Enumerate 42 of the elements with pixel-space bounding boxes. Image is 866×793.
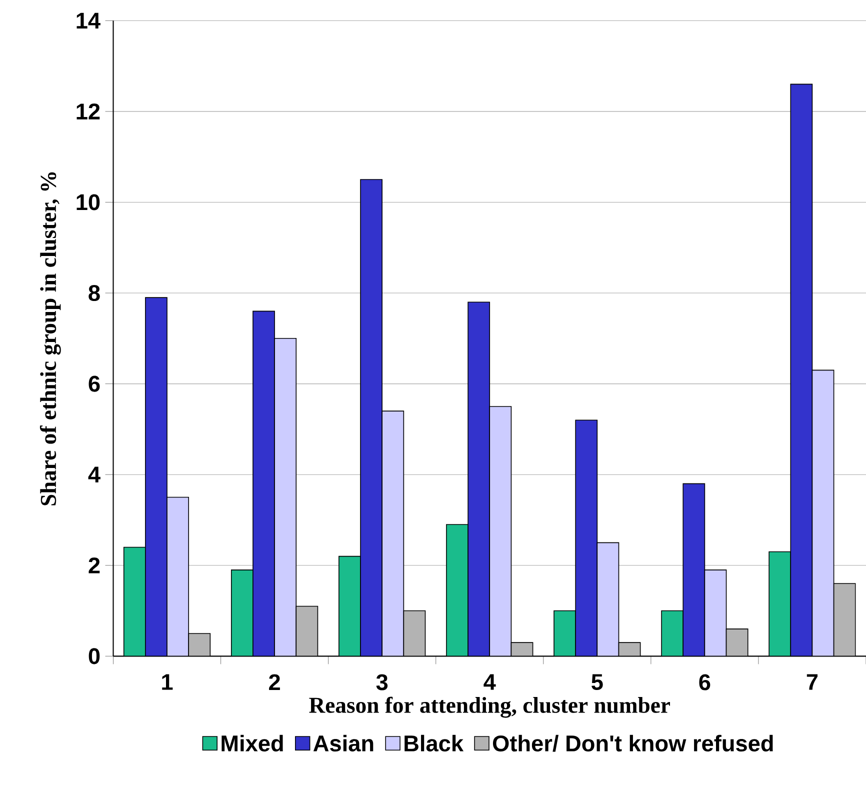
x-tick-label: 5 — [592, 674, 603, 690]
x-tick-label: 1 — [162, 674, 173, 690]
bar — [296, 606, 318, 656]
bar — [812, 370, 834, 656]
legend-label: Asian — [313, 734, 374, 752]
bar — [554, 610, 576, 656]
x-tick-label: 3 — [376, 674, 388, 690]
bar — [511, 642, 533, 656]
bar — [618, 642, 640, 656]
bar — [123, 546, 146, 656]
bar — [489, 406, 512, 656]
x-tick-label: 6 — [699, 674, 710, 690]
legend-label: Mixed — [222, 734, 283, 752]
y-axis-title: Share of ethnic group in cluster, % — [40, 172, 61, 506]
bar — [230, 569, 254, 656]
y-tick-label: 8 — [88, 284, 100, 301]
y-tick-label: 10 — [76, 194, 100, 210]
bar — [768, 551, 792, 656]
bar — [338, 556, 361, 656]
y-tick-label: 6 — [88, 376, 100, 392]
bar — [726, 628, 748, 656]
bar — [833, 582, 856, 656]
y-tick-label: 2 — [88, 557, 100, 574]
x-axis-title: Reason for attending, cluster number — [309, 696, 670, 718]
legend-label: Other/ Don't know refused — [492, 734, 773, 752]
legend-label: Black — [404, 734, 464, 752]
y-tick-label: 12 — [76, 103, 100, 120]
bar — [274, 338, 297, 656]
bar — [166, 496, 189, 656]
bar — [382, 410, 404, 656]
bar — [188, 632, 211, 656]
bar — [403, 610, 426, 656]
bar — [704, 569, 727, 656]
x-tick-label: 4 — [484, 674, 496, 690]
y-tick-label: 0 — [88, 648, 100, 664]
x-tick-label: 2 — [269, 674, 280, 690]
y-tick-label: 14 — [76, 12, 100, 28]
bar — [446, 524, 468, 656]
bar — [661, 610, 684, 656]
bar — [596, 542, 620, 656]
y-tick-label: 4 — [88, 466, 100, 482]
x-tick-label: 7 — [806, 674, 818, 690]
